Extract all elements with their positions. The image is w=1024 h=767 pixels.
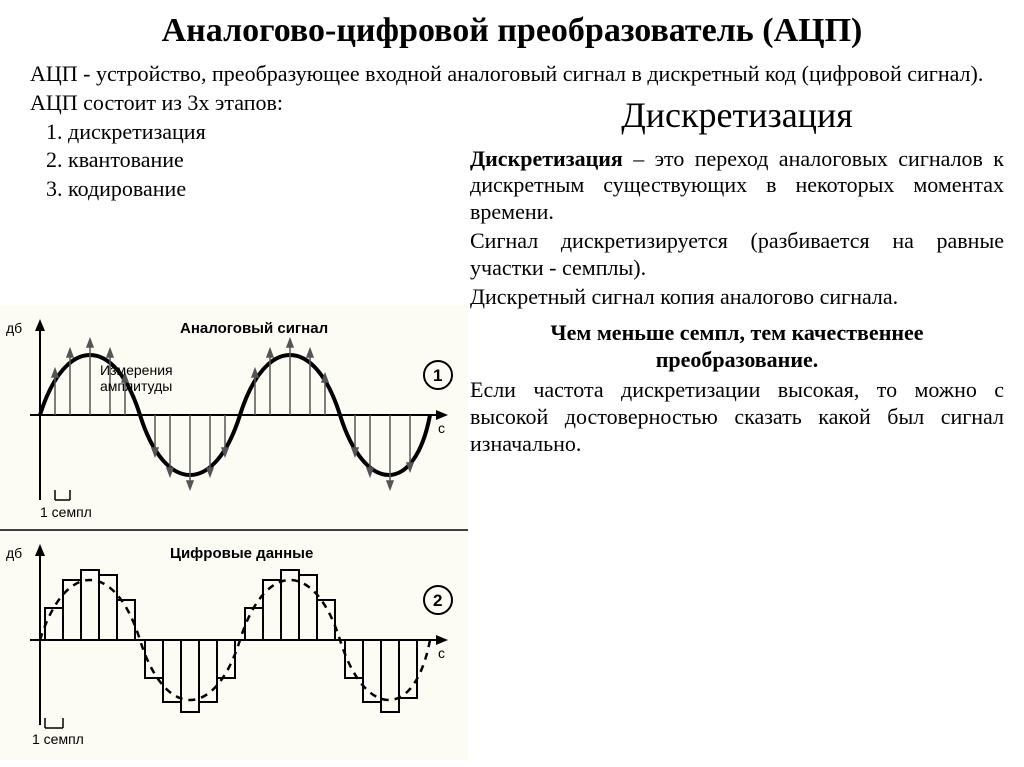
chart1-title: Аналоговый сигнал bbox=[180, 320, 328, 337]
chart2-badge: 2 bbox=[433, 591, 442, 610]
signal-diagrams: дб с Аналоговый сигнал bbox=[0, 305, 468, 760]
chart2-ylabel: дб bbox=[6, 545, 22, 561]
page-title: Аналогово-цифровой преобразователь (АЦП) bbox=[0, 0, 1024, 56]
list-intro: АЦП состоит из 3х этапов: bbox=[30, 90, 450, 116]
step-item: квантование bbox=[68, 146, 450, 175]
chart1-sample-label: 1 семпл bbox=[40, 504, 92, 520]
chart2-xlabel: с bbox=[438, 645, 445, 661]
chart1-badge: 1 bbox=[433, 366, 442, 385]
chart1-ylabel: дб bbox=[6, 320, 22, 336]
subheading: Дискретизация bbox=[470, 94, 1004, 136]
definition-paragraph: Дискретизация – это переход аналоговых с… bbox=[470, 146, 1004, 226]
paragraph-3: Дискретный сигнал копия аналогово сигнал… bbox=[470, 284, 1004, 311]
right-column: Дискретизация Дискретизация – это перехо… bbox=[450, 88, 1004, 460]
bold-statement: Чем меньше семпл, тем качественнее преоб… bbox=[470, 320, 1004, 373]
intro-paragraph: АЦП - устройство, преобразующее входной … bbox=[0, 56, 1024, 88]
chart1-xlabel: с bbox=[438, 420, 445, 436]
step-item: кодирование bbox=[68, 175, 450, 204]
steps-list: дискретизация квантование кодирование bbox=[30, 118, 450, 204]
definition-term: Дискретизация bbox=[470, 146, 623, 171]
chart2-title: Цифровые данные bbox=[170, 545, 313, 562]
paragraph-2: Сигнал дискретизируется (разбивается на … bbox=[470, 228, 1004, 282]
step-item: дискретизация bbox=[68, 118, 450, 147]
paragraph-4: Если частота дискретизации высокая, то м… bbox=[470, 377, 1004, 457]
chart1-amp-label1: Измерения bbox=[100, 362, 173, 378]
chart2-sample-label: 1 семпл bbox=[32, 731, 84, 747]
chart1-amp-label2: амплитуды bbox=[100, 378, 172, 394]
diagram-svg: дб с Аналоговый сигнал bbox=[0, 305, 468, 755]
